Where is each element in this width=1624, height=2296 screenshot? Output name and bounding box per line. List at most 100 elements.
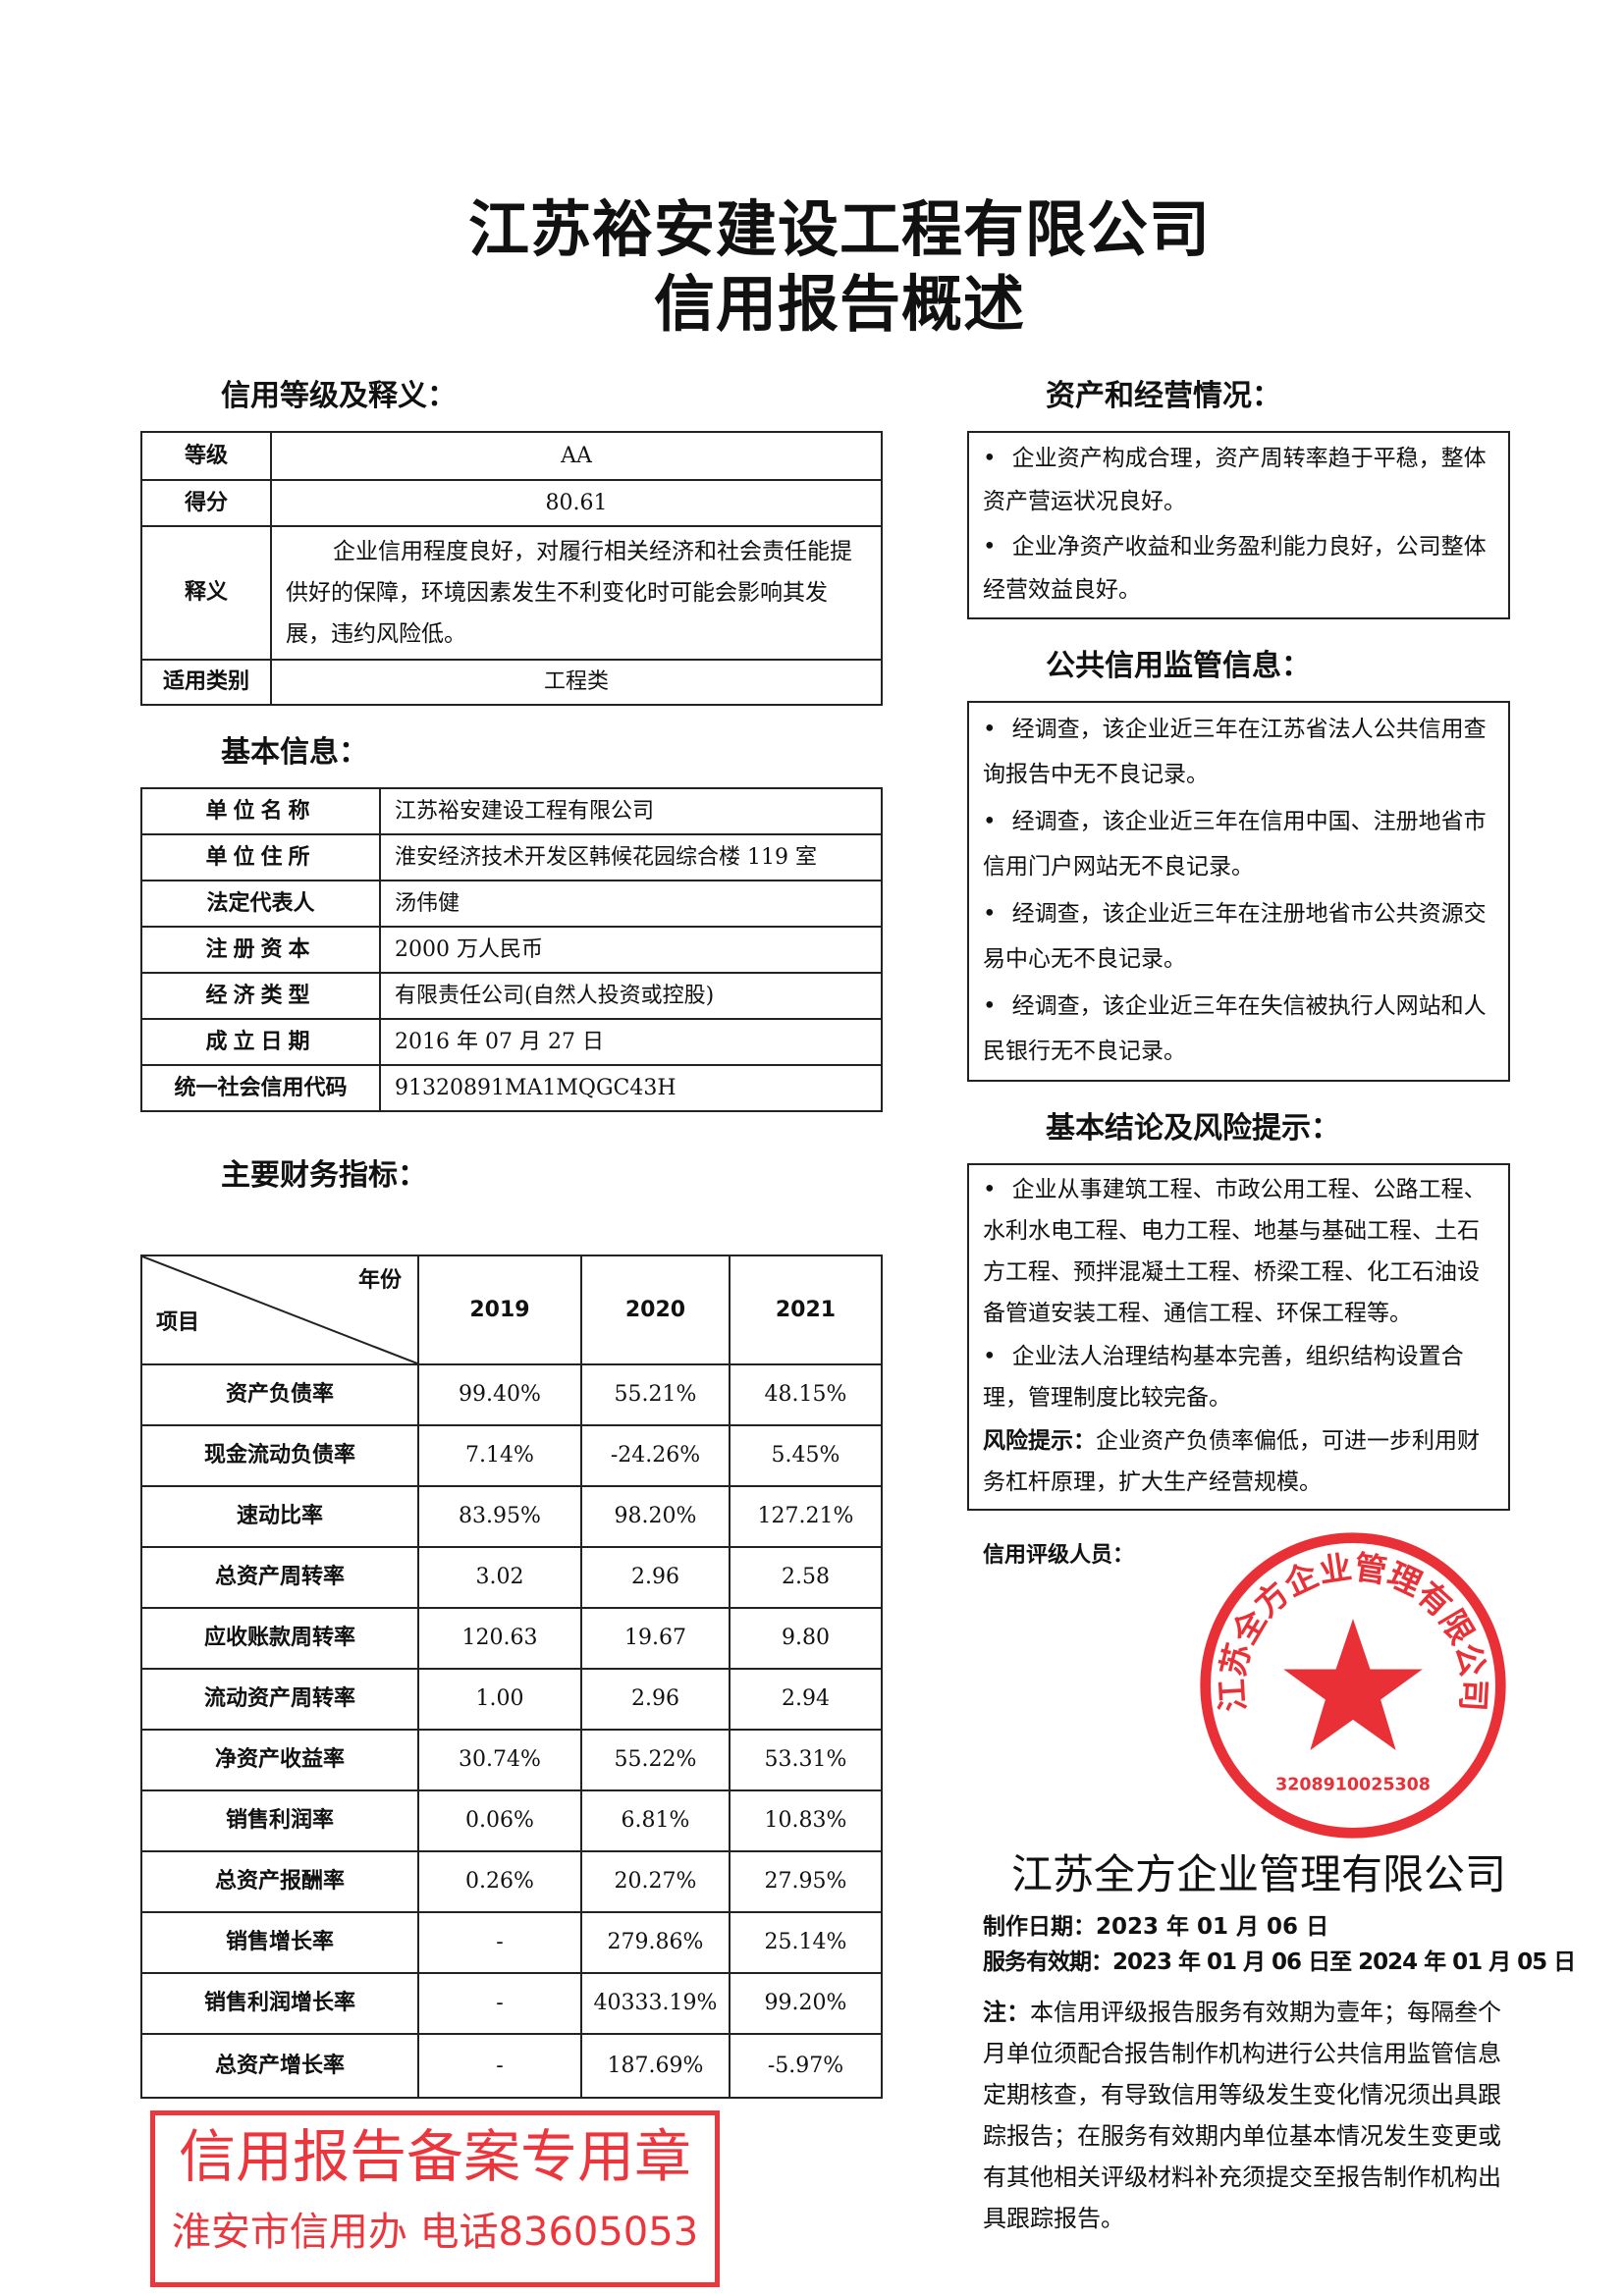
indicator-name: 速动比率: [140, 1485, 419, 1548]
basic-label: 统一社会信用代码: [140, 1064, 381, 1112]
indicator-value: 10.83%: [729, 1789, 883, 1852]
indicator-name: 销售利润增长率: [140, 1972, 419, 2035]
indicator-name: 总资产报酬率: [140, 1850, 419, 1913]
basic-value: 江苏裕安建设工程有限公司: [379, 787, 883, 835]
year-header: 2019: [417, 1255, 582, 1365]
finance-row: 速动比率 83.95% 98.20% 127.21%: [140, 1485, 883, 1548]
indicator-value: -: [417, 1972, 582, 2035]
basic-info-row: 单位名称 江苏裕安建设工程有限公司: [140, 787, 883, 835]
assets-item: 企业资产构成合理，资产周转率趋于平稳，整体资产营运状况良好。: [983, 437, 1494, 523]
seal-line2: 淮安市信用办 电话83605053: [171, 2210, 699, 2255]
indicator-value: -: [417, 1911, 582, 1974]
rect-filing-seal: 信用报告备案专用章 淮安市信用办 电话83605053: [150, 2110, 720, 2287]
indicator-name: 净资产收益率: [140, 1729, 419, 1791]
corner-cell: 年份 项目: [140, 1255, 419, 1365]
basic-value: 有限责任公司(自然人投资或控股): [379, 972, 883, 1020]
indicator-value: 6.81%: [580, 1789, 731, 1852]
indicator-value: 2.58: [729, 1546, 883, 1609]
indicator-value: -24.26%: [580, 1424, 731, 1487]
indicator-value: 2.96: [580, 1668, 731, 1731]
public-box: 经调查，该企业近三年在江苏省法人公共信用查询报告中无不良记录。 经调查，该企业近…: [967, 701, 1510, 1082]
public-heading: 公共信用监管信息：: [1046, 649, 1311, 683]
svg-text:3208910025308: 3208910025308: [1275, 1776, 1431, 1795]
indicator-name: 总资产增长率: [140, 2033, 419, 2099]
right-column: 资产和经营情况： 企业资产构成合理，资产周转率趋于平稳，整体资产营运状况良好。 …: [967, 377, 1576, 2239]
indicator-value: 53.31%: [729, 1729, 883, 1791]
diagonal-line: [142, 1256, 417, 1363]
assets-box: 企业资产构成合理，资产周转率趋于平稳，整体资产营运状况良好。 企业净资产收益和业…: [967, 431, 1510, 619]
public-item: 经调查，该企业近三年在江苏省法人公共信用查询报告中无不良记录。: [983, 707, 1494, 797]
basic-label: 成立日期: [140, 1018, 381, 1066]
basic-value: 淮安经济技术开发区韩候花园综合楼 119 室: [379, 833, 883, 881]
finance-row: 净资产收益率 30.74% 55.22% 53.31%: [140, 1729, 883, 1791]
indicator-value: 30.74%: [417, 1729, 582, 1791]
basic-value: 汤伟健: [379, 880, 883, 928]
basic-value: 2000 万人民币: [379, 926, 883, 974]
round-company-seal: 江苏全方企业管理有限公司 3208910025308: [1200, 1532, 1506, 1839]
indicator-value: 20.27%: [580, 1850, 731, 1913]
indicator-value: 187.69%: [580, 2033, 731, 2099]
indicator-value: 3.02: [417, 1546, 582, 1609]
basic-info-row: 成立日期 2016 年 07 月 27 日: [140, 1018, 883, 1066]
public-item: 经调查，该企业近三年在失信被执行人网站和人民银行无不良记录。: [983, 984, 1494, 1074]
indicator-name: 流动资产周转率: [140, 1668, 419, 1731]
date-value: 2023 年 01 月 06 日: [1096, 1914, 1329, 1940]
public-item: 经调查，该企业近三年在信用中国、注册地省市信用门户网站无不良记录。: [983, 799, 1494, 889]
seal-line1: 信用报告备案专用章: [178, 2123, 691, 2190]
date-label: 制作日期：: [983, 1914, 1096, 1940]
indicator-value: 2.94: [729, 1668, 883, 1731]
indicator-value: 40333.19%: [580, 1972, 731, 2035]
finance-heading: 主要财务指标：: [221, 1158, 427, 1193]
corner-item-label: 项目: [156, 1310, 200, 1335]
finance-row: 总资产增长率 -187.69% -5.97%: [140, 2033, 883, 2099]
indicator-name: 总资产周转率: [140, 1546, 419, 1609]
rating-category: 工程类: [270, 659, 883, 706]
indicator-name: 资产负债率: [140, 1363, 419, 1426]
conclusion-item: 企业从事建筑工程、市政公用工程、公路工程、水利水电工程、电力工程、地基与基础工程…: [983, 1169, 1494, 1334]
indicator-name: 销售利润率: [140, 1789, 419, 1852]
indicator-value: 279.86%: [580, 1911, 731, 1974]
finance-table: 年份 项目 2019 2020 2021 资产负债率 99.40% 55.21% 48…: [140, 1255, 883, 2099]
indicator-value: 98.20%: [580, 1485, 731, 1548]
indicator-value: 55.22%: [580, 1729, 731, 1791]
report-title-company: 江苏裕安建设工程有限公司: [467, 193, 1211, 265]
report-title-subtitle: 信用报告概述: [653, 268, 1025, 340]
finance-row: 销售利润率 0.06% 6.81% 10.83%: [140, 1789, 883, 1852]
basic-info-row: 注册资本 2000 万人民币: [140, 926, 883, 974]
basic-heading: 基本信息：: [221, 735, 368, 770]
basic-label: 单位住所: [140, 833, 381, 881]
rating-score: 80.61: [270, 479, 883, 527]
basic-info-row: 法定代表人 汤伟健: [140, 880, 883, 928]
svg-text:江苏全方企业管理有限公司: 江苏全方企业管理有限公司: [1213, 1548, 1493, 1713]
basic-value: 91320891MA1MQGC43H: [379, 1064, 883, 1112]
conclusion-heading: 基本结论及风险提示：: [1046, 1111, 1340, 1146]
basic-label: 注册资本: [140, 926, 381, 974]
production-date: 制作日期：2023 年 01 月 06 日: [983, 1909, 1510, 1945]
basic-label: 经济类型: [140, 972, 381, 1020]
year-header: 2020: [580, 1255, 731, 1365]
public-item: 经调查，该企业近三年在注册地省市公共资源交易中心无不良记录。: [983, 891, 1494, 982]
rating-heading: 信用等级及释义：: [221, 379, 457, 413]
indicator-value: 9.80: [729, 1607, 883, 1670]
conclusion-item: 企业法人治理结构基本完善，组织结构设置合理，管理制度比较完备。: [983, 1336, 1494, 1418]
indicator-value: 99.20%: [729, 1972, 883, 2035]
finance-row: 销售利润增长率 -40333.19% 99.20%: [140, 1972, 883, 2035]
rating-grade: AA: [270, 431, 883, 481]
indicator-value: 55.21%: [580, 1363, 731, 1426]
indicator-value: 127.21%: [729, 1485, 883, 1548]
finance-row: 现金流动负债率 7.14% -24.26% 5.45%: [140, 1424, 883, 1487]
indicator-value: 0.06%: [417, 1789, 582, 1852]
note-text: 本信用评级报告服务有效期为壹年；每隔叁个月单位须配合报告制作机构进行公共信用监管…: [983, 1999, 1501, 2232]
basic-value: 2016 年 07 月 27 日: [379, 1018, 883, 1066]
rating-label: 等级: [140, 431, 272, 481]
risk-label: 风险提示：: [983, 1428, 1096, 1454]
finance-row: 总资产报酬率 0.26% 20.27% 27.95%: [140, 1850, 883, 1913]
indicator-value: 99.40%: [417, 1363, 582, 1426]
finance-row: 流动资产周转率 1.00 2.96 2.94: [140, 1668, 883, 1731]
rating-table: 等级 AA 得分 80.61 释义 企业信用程度良好，对履行相关经济和社会责任能提供好…: [140, 431, 883, 706]
score-label: 得分: [140, 479, 272, 527]
indicator-value: 7.14%: [417, 1424, 582, 1487]
indicator-value: 83.95%: [417, 1485, 582, 1548]
indicator-value: -5.97%: [729, 2033, 883, 2099]
corner-year-label: 年份: [357, 1268, 402, 1293]
